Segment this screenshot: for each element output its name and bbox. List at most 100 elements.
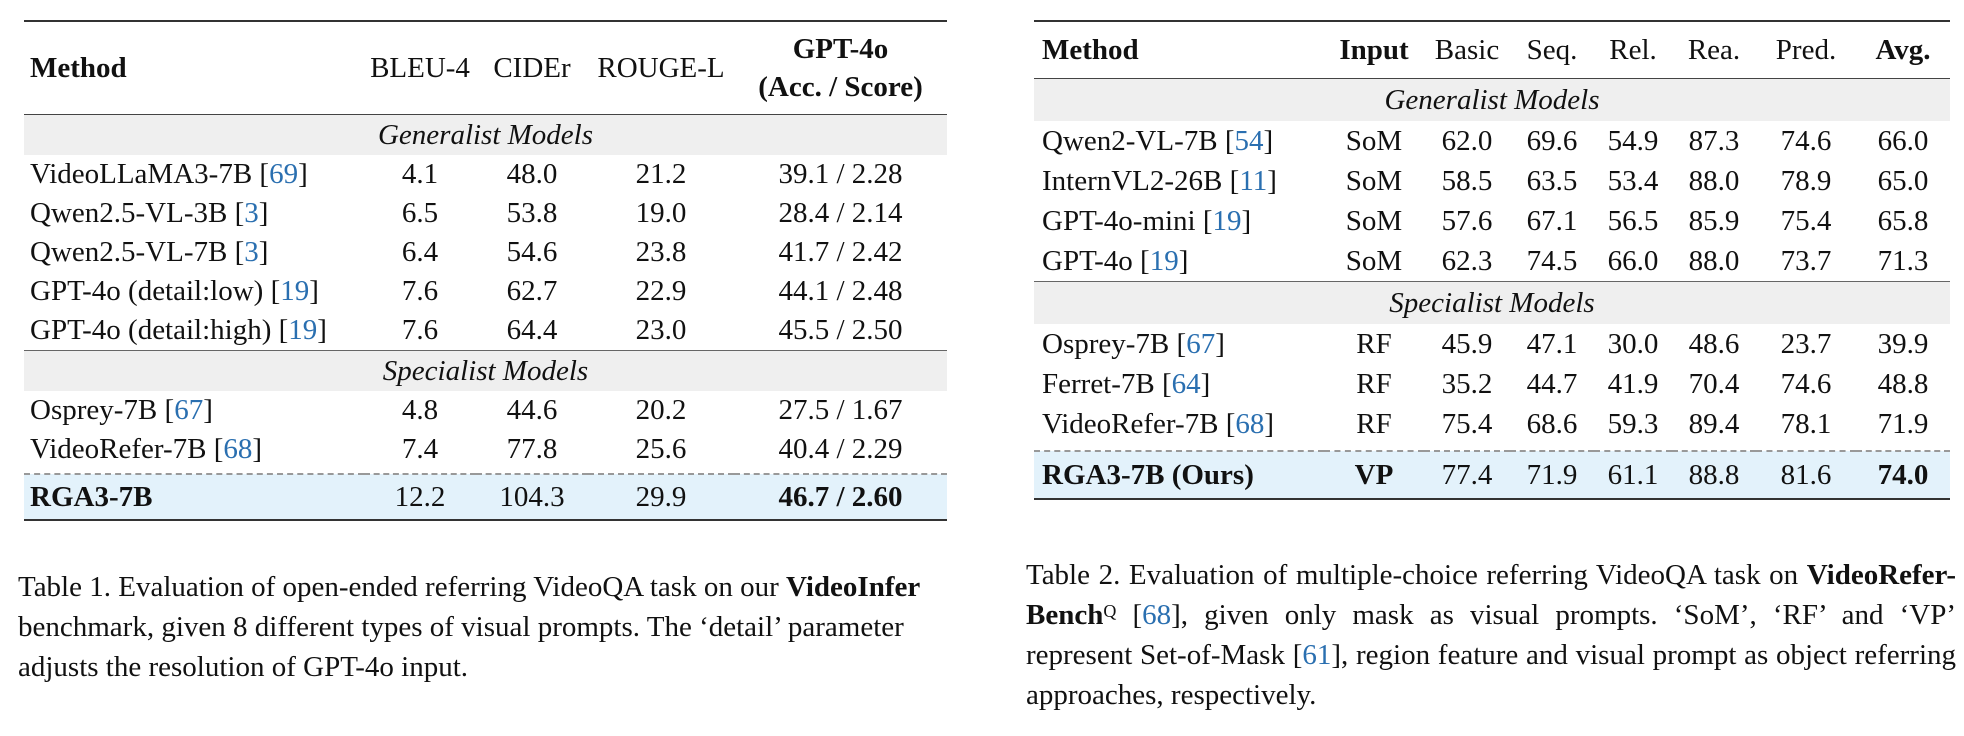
t2-pred-cell: 74.6 (1780, 368, 1832, 400)
t1-method-cell: GPT-4o (detail:high) [19] (30, 314, 327, 346)
t2-rel-cell: 59.3 (1607, 408, 1659, 440)
caption2-lead: Table 2. Evaluation of multiple-choice r… (1026, 559, 1807, 591)
table-row: VideoLLaMA3-7B [69] 4.1 48.0 21.2 39.1 / 2.2… (24, 155, 947, 194)
method-name: InternVL2-26B (1042, 165, 1223, 197)
t2-avg-cell: 39.9 (1877, 328, 1929, 360)
t2-rel-cell: 56.5 (1607, 205, 1659, 237)
t2-basic-cell: 62.0 (1441, 125, 1493, 157)
t1-header-cider: CIDEr (476, 21, 588, 115)
t2-rea-cell: 48.6 (1688, 328, 1740, 360)
t2-method-cell: VideoRefer-7B [68] (1042, 408, 1275, 440)
t2-seq-cell: 69.6 (1526, 125, 1578, 157)
t2-rea-cell: 89.4 (1688, 408, 1740, 440)
table-row: Qwen2-VL-7B [54] SoM 62.0 69.6 54.9 87.3 74.6 6… (1034, 121, 1950, 161)
t2-seq-cell: 67.1 (1526, 205, 1578, 237)
citation-link[interactable]: 67 (1186, 328, 1216, 360)
t1-header-method: Method (24, 21, 364, 115)
t2-method-cell: InternVL2-26B [11] (1042, 165, 1277, 197)
t2-avg-cell: 71.3 (1877, 245, 1929, 277)
t1-rouge-cell: 20.2 (635, 394, 687, 426)
method-name: Qwen2.5-VL-7B (30, 236, 228, 268)
t1-rouge-cell: 22.9 (635, 275, 687, 307)
t2-method-cell: GPT-4o-mini [19] (1042, 205, 1252, 237)
t1-section-generalist: Generalist Models (24, 114, 947, 155)
t1-rouge-cell: 25.6 (635, 433, 687, 465)
t1-bleu-cell: 7.4 (401, 433, 439, 465)
t2-ours-rea: 88.8 (1672, 450, 1756, 499)
t1-ours-gpt: 46.7 / 2.60 (734, 473, 947, 520)
citation-link[interactable]: 19 (280, 275, 310, 307)
t2-avg-cell: 48.8 (1877, 368, 1929, 400)
table-row: GPT-4o (detail:low) [19] 7.6 62.7 22.9 44.1 … (24, 272, 947, 311)
table-1-body: Generalist Models VideoLLaMA3-7B [69] 4.1 4… (24, 114, 947, 520)
t1-gpt-cell: 28.4 / 2.14 (778, 197, 903, 229)
citation-link[interactable]: 19 (288, 314, 318, 346)
t1-rouge-cell: 21.2 (635, 158, 687, 190)
t1-rouge-cell: 23.8 (635, 236, 687, 268)
t1-ours-cider: 104.3 (476, 473, 588, 520)
t1-ours-row: RGA3-7B 12.2 104.3 29.9 46.7 / 2.60 (24, 473, 947, 520)
caption2-mid: , given only mask as visual prompts. ‘So… (1026, 599, 1956, 671)
t2-pred-cell: 73.7 (1780, 245, 1832, 277)
citation-link[interactable]: 11 (1239, 165, 1268, 197)
table-1: Method BLEU-4 CIDEr ROUGE-L GPT-4o (Acc.… (24, 20, 947, 521)
t2-section-specialist: Specialist Models (1034, 281, 1950, 324)
method-name: VideoRefer-7B (30, 433, 207, 465)
t1-method-cell: GPT-4o (detail:low) [19] (30, 275, 319, 307)
t1-bleu-cell: 4.8 (401, 394, 439, 426)
caption2-cite2[interactable]: 61 (1302, 639, 1332, 671)
t2-input-cell: RF (1356, 368, 1392, 400)
table-1-caption: Table 1. Evaluation of open-ended referr… (18, 567, 953, 687)
citation-link[interactable]: 19 (1212, 205, 1242, 237)
citation-link[interactable]: 69 (269, 158, 299, 190)
t2-avg-cell: 65.8 (1877, 205, 1929, 237)
t2-header-basic: Basic (1424, 21, 1510, 79)
t1-gpt-cell: 44.1 / 2.48 (778, 275, 903, 307)
table-row: GPT-4o (detail:high) [19] 7.6 64.4 23.0 45.5… (24, 311, 947, 351)
caption1-rest: benchmark, given 8 different types of vi… (18, 611, 904, 683)
t2-ours-row: RGA3-7B (Ours) VP 77.4 71.9 61.1 88.8 81.6 74.0 (1034, 450, 1950, 499)
t2-basic-cell: 57.6 (1441, 205, 1493, 237)
table-2-body: Generalist Models Qwen2-VL-7B [54] SoM 62.0… (1034, 78, 1950, 499)
t2-avg-cell: 66.0 (1877, 125, 1929, 157)
t2-input-cell: RF (1356, 328, 1392, 360)
table-row: Qwen2.5-VL-7B [3] 6.4 54.6 23.8 41.7 / 2.42 (24, 233, 947, 272)
table-row: Osprey-7B [67] 4.8 44.6 20.2 27.5 / 1.67 (24, 391, 947, 430)
t1-cider-cell: 53.8 (506, 197, 558, 229)
caption2-cite1[interactable]: 68 (1142, 599, 1172, 631)
method-name: GPT-4o (detail:high) (30, 314, 272, 346)
t1-gpt-cell: 41.7 / 2.42 (778, 236, 903, 268)
t2-input-cell: SoM (1345, 245, 1403, 277)
t2-header-method: Method (1034, 21, 1324, 79)
citation-link[interactable]: 19 (1149, 245, 1179, 277)
t2-section-generalist: Generalist Models (1034, 78, 1950, 121)
t2-pred-cell: 23.7 (1780, 328, 1832, 360)
method-name: GPT-4o (detail:low) (30, 275, 264, 307)
citation-link[interactable]: 67 (174, 394, 204, 426)
section-label: Specialist Models (24, 350, 947, 391)
citation-link[interactable]: 54 (1234, 125, 1264, 157)
t1-cider-cell: 54.6 (506, 236, 558, 268)
table-2-caption: Table 2. Evaluation of multiple-choice r… (1026, 559, 1956, 711)
citation-link[interactable]: 68 (223, 433, 253, 465)
t1-cider-cell: 62.7 (506, 275, 558, 307)
citation-link[interactable]: 64 (1171, 368, 1201, 400)
t1-cider-cell: 44.6 (506, 394, 558, 426)
table-row: GPT-4o [19] SoM 62.3 74.5 66.0 88.0 73.7 71.3 (1034, 241, 1950, 282)
citation-link[interactable]: 3 (244, 236, 259, 268)
method-name: Osprey-7B (30, 394, 158, 426)
citation-link[interactable]: 3 (244, 197, 259, 229)
t2-header-input: Input (1324, 21, 1424, 79)
t2-input-cell: SoM (1345, 205, 1403, 237)
t2-avg-cell: 65.0 (1877, 165, 1929, 197)
caption1-lead: Table 1. Evaluation of open-ended referr… (18, 571, 779, 603)
t2-ours-basic: 77.4 (1424, 450, 1510, 499)
t2-seq-cell: 74.5 (1526, 245, 1578, 277)
t1-bleu-cell: 7.6 (401, 275, 439, 307)
method-name: Qwen2.5-VL-3B (30, 197, 228, 229)
t1-header-gpt: GPT-4o (Acc. / Score) (734, 21, 947, 115)
t2-method-cell: GPT-4o [19] (1042, 245, 1189, 277)
t1-gpt-cell: 40.4 / 2.29 (778, 433, 903, 465)
t2-rea-cell: 85.9 (1688, 205, 1740, 237)
citation-link[interactable]: 68 (1235, 408, 1265, 440)
